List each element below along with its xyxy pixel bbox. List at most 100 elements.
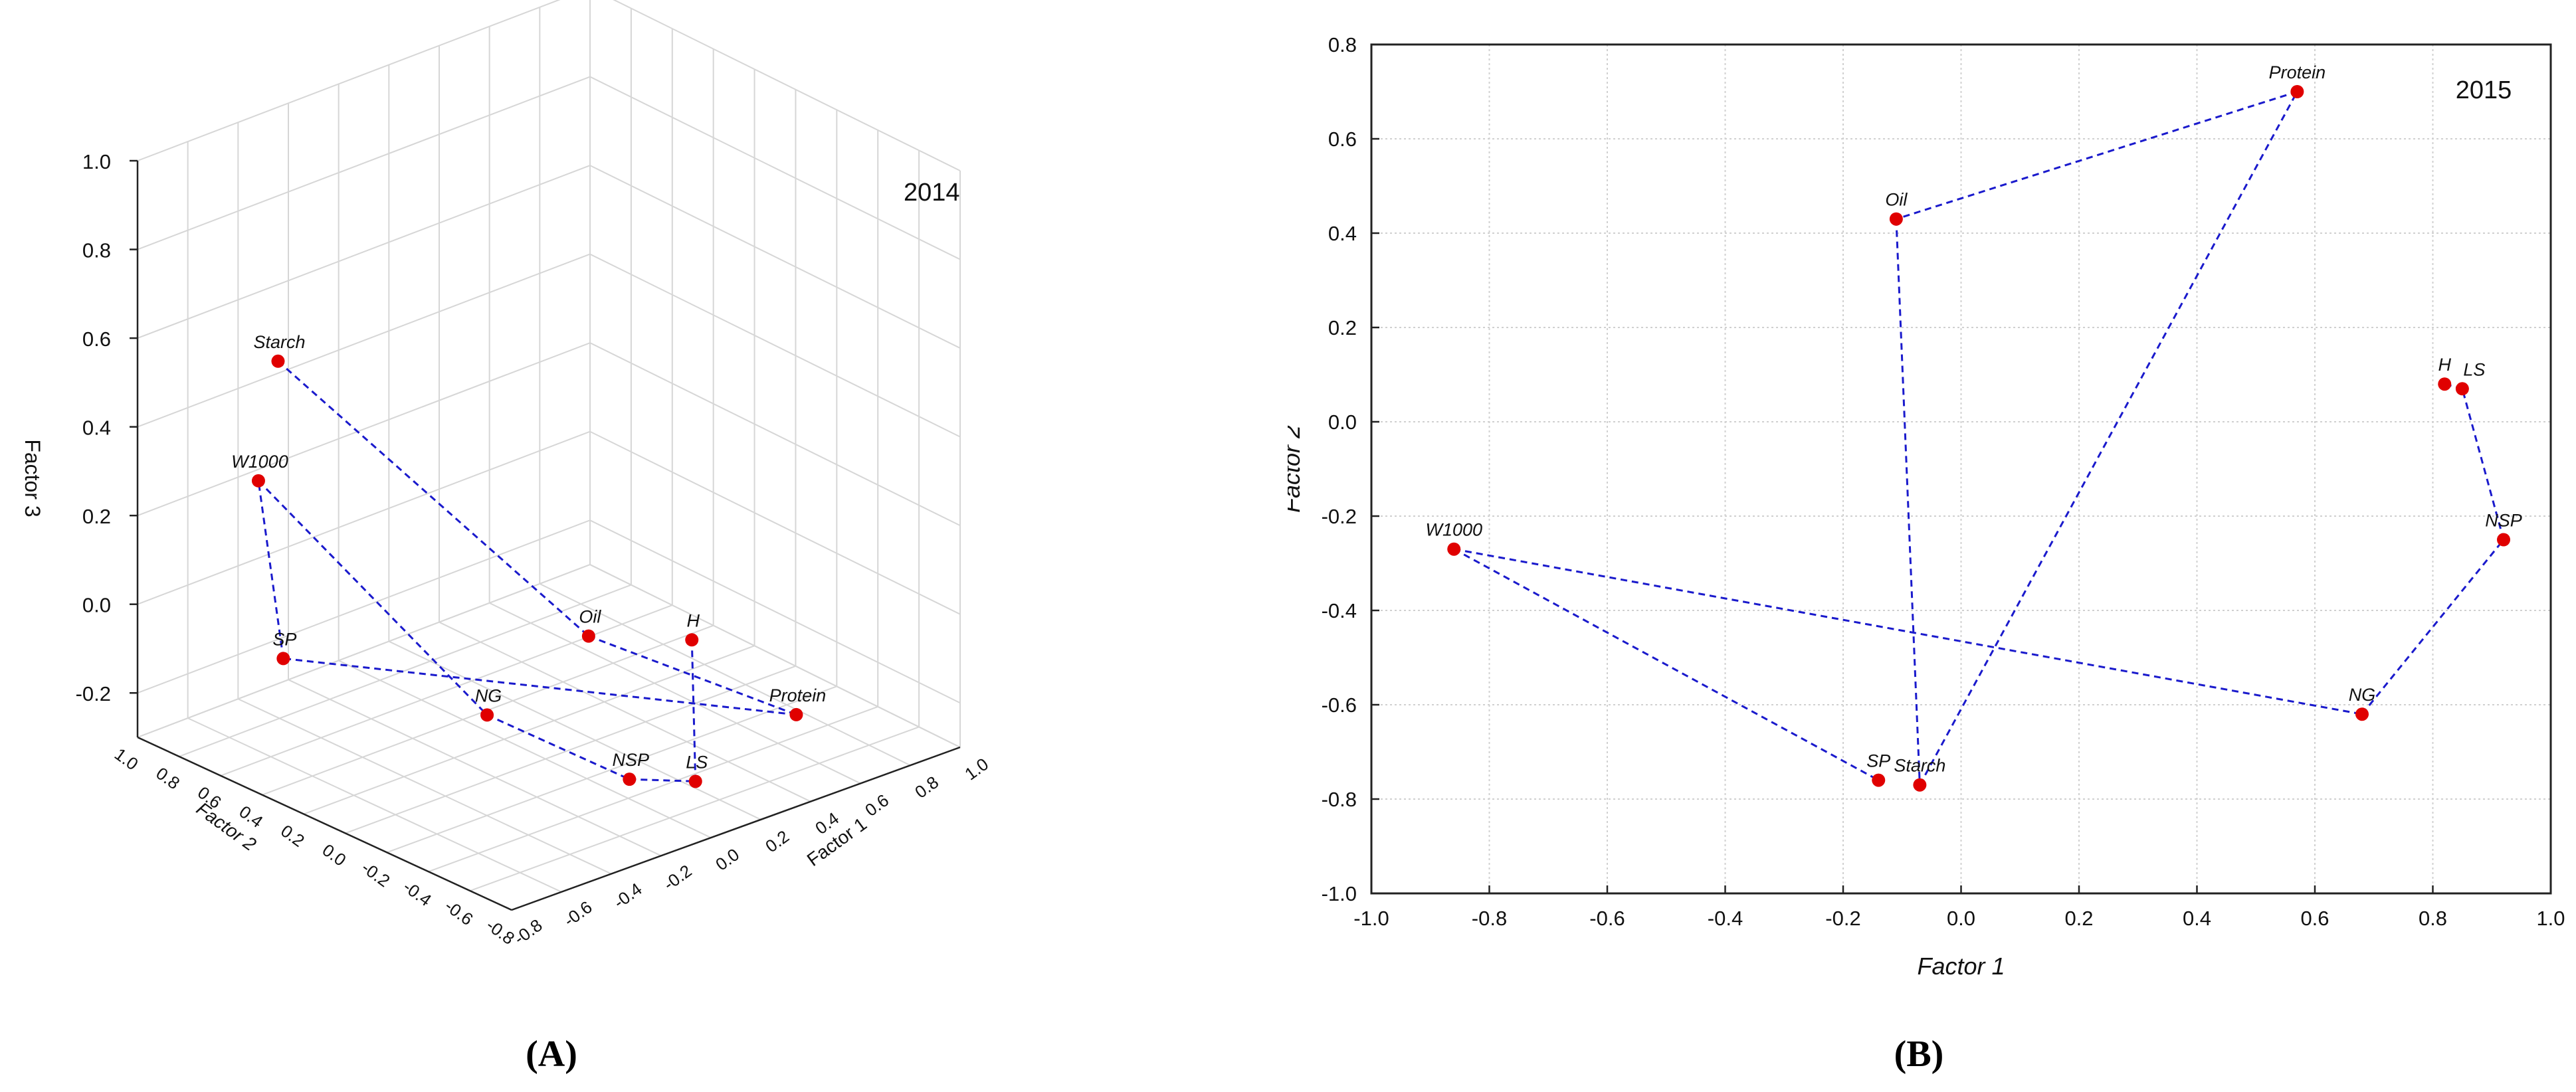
point-label-ng: NG	[475, 685, 502, 705]
point-w1000	[1447, 542, 1461, 556]
x-tick-label: 0.6	[2300, 907, 2329, 930]
floor-gridline	[470, 726, 920, 892]
point-ng	[2355, 707, 2369, 721]
floor-gridline	[386, 685, 837, 854]
y-axis-title: Factor 2	[1288, 425, 1305, 513]
x-tick-label: -0.4	[1708, 907, 1743, 930]
floor-gridline	[539, 583, 911, 767]
x-tick-label: 1.0	[2536, 907, 2565, 930]
z-tick-label: -0.2	[76, 682, 111, 705]
y-tick-label: -0.2	[1322, 505, 1357, 528]
floor-gridline	[187, 717, 562, 893]
point-oil	[1889, 212, 1903, 226]
factor1-tick-label: 0.2	[761, 826, 793, 857]
point-label-oil: Oil	[579, 607, 601, 627]
y-tick-label: 0.6	[1328, 128, 1357, 151]
point-label-h: H	[686, 610, 700, 630]
connector-line	[277, 360, 589, 637]
factor2-tick-label: 0.8	[152, 763, 183, 794]
connector-line	[257, 480, 488, 716]
point-label-protein: Protein	[2269, 62, 2326, 82]
floor-gridline	[428, 705, 878, 873]
z-tick-label: 0.2	[82, 505, 111, 528]
wall-gridline	[137, 342, 961, 527]
connector-line	[257, 480, 284, 659]
point-sp	[276, 652, 290, 666]
y-tick-label: 0.8	[1328, 33, 1357, 56]
point-label-oil: Oil	[1885, 190, 1908, 210]
point-label-starch: Starch	[253, 332, 305, 352]
x-tick-label: 0.2	[2064, 907, 2093, 930]
wall-gridline	[137, 519, 961, 704]
y-tick-label: -0.4	[1322, 599, 1357, 622]
connector-line	[690, 640, 697, 782]
chart-b-grid	[1370, 43, 2552, 895]
point-label-ng: NG	[2349, 685, 2376, 705]
y-tick-label: -0.6	[1322, 693, 1357, 717]
caption-a: (A)	[526, 1034, 577, 1075]
floor-gridline	[388, 640, 761, 820]
point-starch	[271, 354, 285, 368]
floor-gridline	[220, 604, 673, 776]
factor1-tick-label: -0.2	[660, 861, 696, 895]
z-axis-title: Factor 3	[21, 439, 45, 517]
point-nsp	[623, 773, 637, 786]
y-tick-label: -1.0	[1322, 882, 1357, 905]
connector-line	[1919, 91, 2298, 786]
factor2-tick-label: -0.6	[441, 896, 477, 930]
floor-gridline	[345, 665, 796, 834]
z-tick-label: 1.0	[82, 150, 111, 173]
chart-2014-3d: 1.00.80.60.40.20.0-0.21.00.80.60.40.20.0…	[21, 0, 992, 1075]
factor2-tick-label: -0.4	[399, 877, 435, 911]
point-label-ls: LS	[2463, 359, 2485, 379]
chart-a-year-label: 2014	[904, 179, 960, 207]
point-label-protein: Protein	[769, 685, 827, 705]
point-h	[2438, 377, 2452, 391]
point-label-starch: Starch	[1894, 756, 1945, 776]
point-label-nsp: NSP	[2485, 511, 2522, 531]
connector-line	[1896, 90, 2298, 221]
wall-gridline	[137, 164, 961, 349]
floor-gridline	[237, 698, 612, 875]
factor1-tick-label: 1.0	[961, 754, 992, 784]
x-tick-label: 0.4	[2183, 907, 2211, 930]
x-axis-title: Factor 1	[1917, 953, 2005, 980]
wall-gridline	[137, 76, 961, 260]
factor2-axis-line	[137, 736, 512, 911]
chart-b-axes: -1.0 -0.8 -0.6 -0.4 -0.2 0.0 0.2 0.4 0.6 0.8 1.0 0.…	[1288, 33, 2565, 980]
connector-line	[486, 714, 630, 780]
connector-line	[2461, 388, 2505, 540]
x-tick-label: -0.2	[1825, 907, 1860, 930]
factor2-tick-label: -0.2	[358, 858, 394, 891]
point-ng	[480, 708, 494, 722]
factor1-tick-label: 0.6	[861, 790, 892, 820]
point-w1000	[251, 474, 265, 488]
factor2-tick-label: 0.2	[277, 821, 308, 852]
point-starch	[1913, 778, 1927, 792]
chart-b-year-label: 2015	[2456, 76, 2512, 104]
x-tick-label: -1.0	[1353, 907, 1389, 930]
factor1-axis-line	[511, 746, 961, 911]
point-nsp	[2497, 533, 2510, 547]
floor-gridline	[338, 660, 712, 839]
connector-line	[1453, 548, 1879, 781]
y-tick-label: 0.2	[1328, 316, 1357, 339]
factor1-tick-label: 0.0	[712, 844, 743, 875]
point-label-nsp: NSP	[613, 750, 650, 770]
factor1-tick-label: -0.8	[510, 915, 546, 949]
point-h	[685, 633, 699, 647]
point-label-ls: LS	[686, 752, 708, 772]
floor-gridline	[439, 621, 811, 802]
point-label-sp: SP	[272, 629, 296, 649]
z-tick-label: 0.0	[82, 594, 111, 617]
point-ls	[2455, 382, 2469, 396]
factor2-tick-label: 0.0	[319, 840, 350, 870]
x-tick-label: -0.8	[1472, 907, 1507, 930]
chart-b-data: Protein Oil H LS NSP W1000 NG SP Starch	[1425, 62, 2522, 792]
connector-line	[629, 778, 696, 782]
floor-gridline	[489, 602, 861, 784]
floor-gridline	[303, 645, 755, 815]
wall-gridline	[137, 0, 961, 171]
caption-b: (B)	[1894, 1034, 1944, 1075]
